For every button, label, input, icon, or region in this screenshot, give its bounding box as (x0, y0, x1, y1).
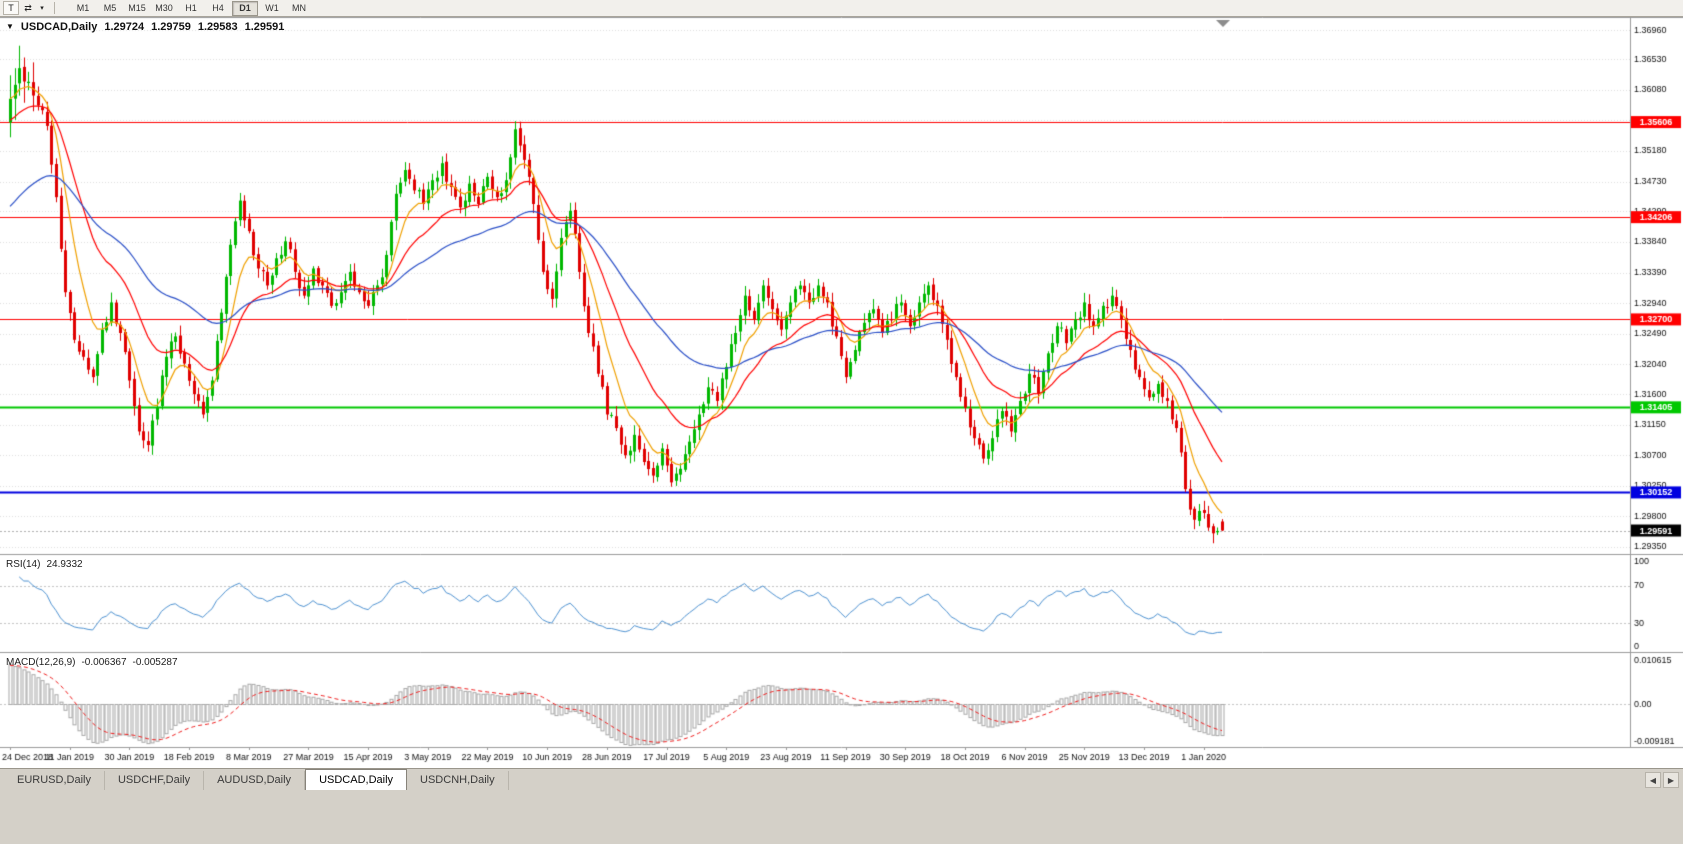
chart-canvas[interactable] (0, 17, 1683, 768)
window-tabbar: EURUSD,Daily USDCHF,Daily AUDUSD,Daily U… (0, 768, 1683, 790)
bar-chart-tool-button[interactable]: T (3, 1, 19, 15)
timeframe-m15-button[interactable]: M15 (124, 1, 150, 16)
macd-indicator-name: MACD(12,26,9) (6, 657, 76, 668)
top-toolbar: T ⇄ ▾ M1 M5 M15 M30 H1 H4 D1 W1 MN (0, 0, 1683, 17)
chart-collapse-icon[interactable]: ▼ (6, 22, 14, 31)
timeframe-m30-button[interactable]: M30 (151, 1, 177, 16)
timeframe-m5-button[interactable]: M5 (97, 1, 123, 16)
chart-title: ▼ USDCAD,Daily 1.29724 1.29759 1.29583 1… (6, 21, 284, 33)
timeframe-w1-button[interactable]: W1 (259, 1, 285, 16)
timeframe-mn-button[interactable]: MN (286, 1, 312, 16)
tabbar-scroll-controls: ◀ ▶ (1645, 772, 1679, 788)
quote-open: 1.29724 (104, 21, 145, 33)
tab-usdchf-daily[interactable]: USDCHF,Daily (105, 771, 205, 790)
chart-symbol-label: USDCAD,Daily (20, 21, 98, 33)
quote-low: 1.29583 (197, 21, 238, 33)
tab-usdcnh-daily[interactable]: USDCNH,Daily (407, 771, 509, 790)
tab-audusd-daily[interactable]: AUDUSD,Daily (204, 771, 306, 790)
cursor-pan-tool-icon[interactable]: ⇄ (20, 1, 36, 15)
toolbar-separator (54, 2, 55, 14)
timeframe-h4-button[interactable]: H4 (205, 1, 231, 16)
window-background (0, 790, 1683, 844)
rsi-indicator-label: RSI(14) 24.9332 (6, 559, 83, 570)
macd-main-value: -0.006367 (81, 657, 127, 668)
macd-signal-value: -0.005287 (132, 657, 178, 668)
timeframe-m1-button[interactable]: M1 (70, 1, 96, 16)
macd-indicator-label: MACD(12,26,9) -0.006367 -0.005287 (6, 657, 178, 668)
quote-high: 1.29759 (151, 21, 191, 33)
rsi-indicator-value: 24.9332 (46, 559, 83, 570)
tool-dropdown-arrow-icon[interactable]: ▾ (37, 1, 47, 15)
timeframe-h1-button[interactable]: H1 (178, 1, 204, 16)
tab-usdcad-daily[interactable]: USDCAD,Daily (305, 769, 408, 790)
rsi-indicator-name: RSI(14) (6, 559, 41, 570)
tabbar-scroll-right-button[interactable]: ▶ (1663, 772, 1679, 788)
timeframe-d1-button[interactable]: D1 (232, 0, 258, 16)
tab-eurusd-daily[interactable]: EURUSD,Daily (4, 771, 105, 790)
tabbar-scroll-left-button[interactable]: ◀ (1645, 772, 1661, 788)
quote-close: 1.29591 (244, 21, 285, 33)
